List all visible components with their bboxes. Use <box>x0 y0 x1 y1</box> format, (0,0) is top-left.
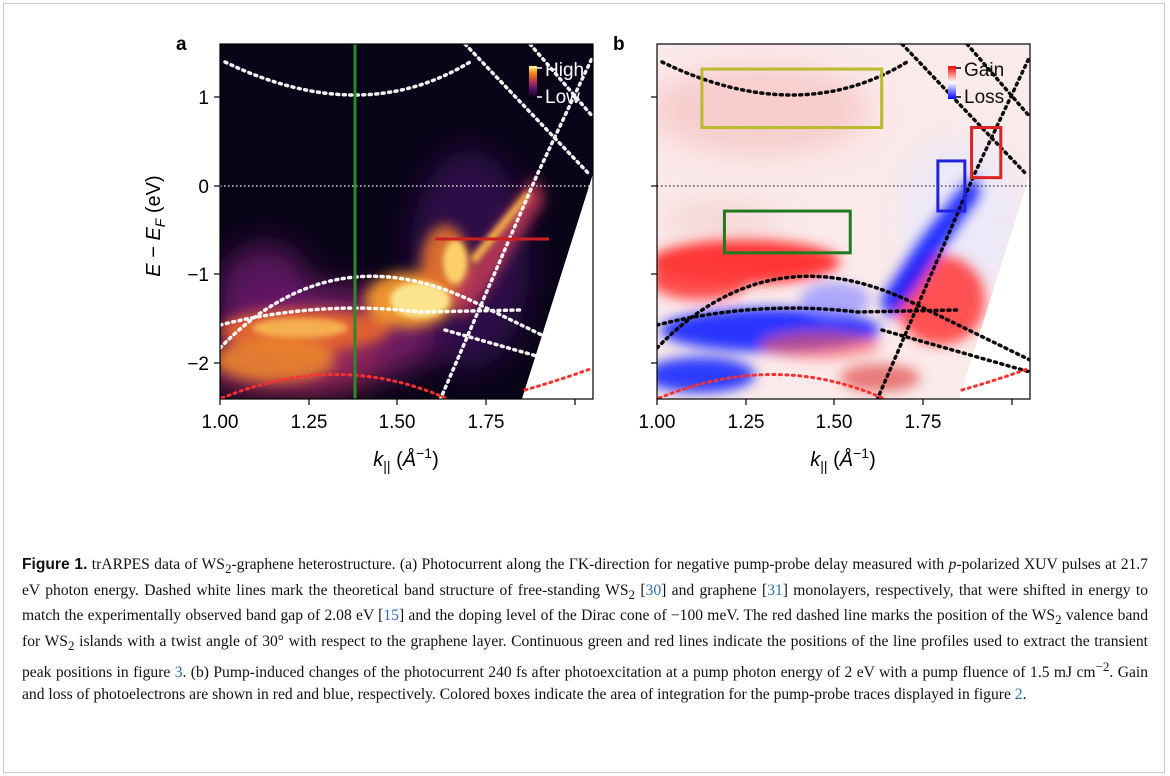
xtick-a-125: 1.25 <box>291 412 328 433</box>
ytick-a-m2: −2 <box>187 354 209 375</box>
photocurrent-heatmap <box>220 44 593 399</box>
xlabel-a: k|| (Å−1) <box>373 445 438 474</box>
figure-plot: a <box>143 34 1031 474</box>
ytick-a-0: 0 <box>198 177 209 198</box>
legend-high: High <box>545 60 584 81</box>
panel-b: b <box>613 34 1031 474</box>
ytick-a-1: 1 <box>198 88 209 109</box>
box-yellow <box>700 67 884 130</box>
panel-a: a <box>143 34 594 474</box>
xtick-b-125: 1.25 <box>728 412 765 433</box>
axes-b <box>656 43 1031 400</box>
legend-loss: Loss <box>964 87 1004 108</box>
legend-gain: Gain <box>964 60 1004 81</box>
xlabel-b: k|| (Å−1) <box>810 445 875 474</box>
figure-frame <box>3 3 1165 773</box>
xtick-b-150: 1.50 <box>816 412 853 433</box>
xtick-b-100: 1.00 <box>639 412 676 433</box>
caption-text: trARPES data of WS2-graphene heterostruc… <box>22 556 1149 703</box>
axes-a <box>219 43 594 400</box>
ytick-a-m1: −1 <box>187 265 209 286</box>
xtick-a-150: 1.50 <box>379 412 416 433</box>
colorbar-a <box>529 66 537 99</box>
box-red <box>970 126 1003 180</box>
panel-b-label: b <box>613 34 625 55</box>
figure-caption: Figure 1. trARPES data of WS2-graphene h… <box>22 554 1148 705</box>
xtick-a-175: 1.75 <box>468 412 505 433</box>
xtick-b-175: 1.75 <box>905 412 942 433</box>
panel-a-label: a <box>176 34 187 55</box>
legend-low: Low <box>545 87 580 108</box>
box-blue <box>936 159 967 213</box>
xtick-a-100: 1.00 <box>202 412 239 433</box>
colorbar-b <box>948 66 956 99</box>
difference-heatmap <box>657 44 1030 399</box>
box-green <box>722 209 852 255</box>
ylabel-a: E − EF (eV) <box>143 175 168 276</box>
caption-label: Figure 1. <box>22 556 88 573</box>
